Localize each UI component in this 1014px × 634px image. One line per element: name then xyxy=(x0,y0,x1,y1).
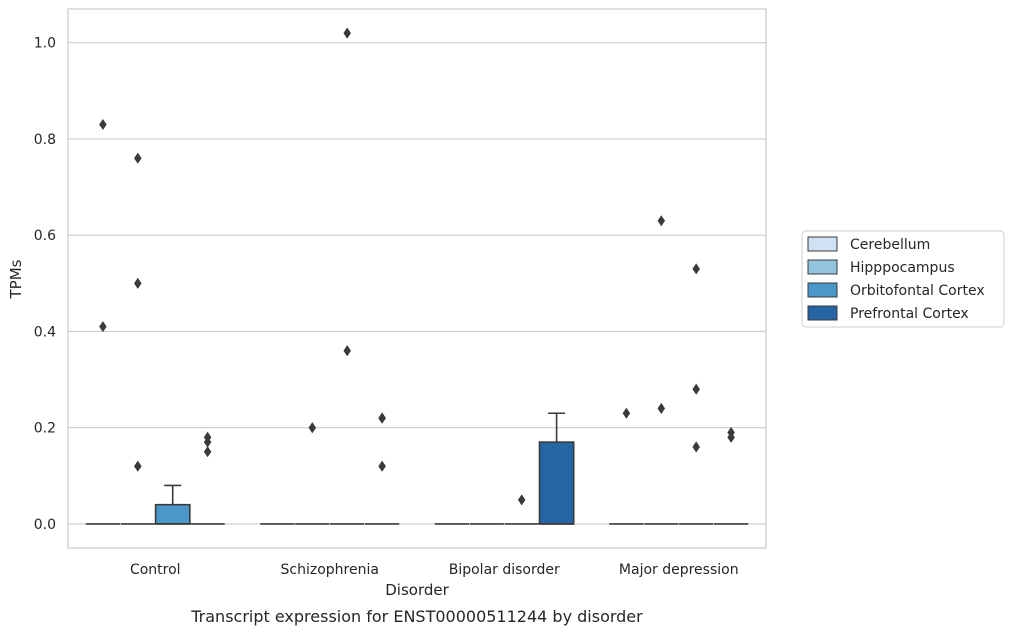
box-group xyxy=(679,263,714,525)
x-axis-title: Disorder xyxy=(385,581,449,599)
outlier-point xyxy=(692,263,700,275)
legend-items: Cerebellum Hipppocampus Orbitofontal Corte… xyxy=(807,236,985,322)
outlier-point xyxy=(134,152,142,164)
outlier-point xyxy=(378,412,386,424)
y-axis-title: TPMs xyxy=(7,259,25,299)
legend-label: Cerebellum xyxy=(850,237,930,253)
chart-caption: Transcript expression for ENST0000051124… xyxy=(190,607,643,626)
outlier-point xyxy=(308,422,317,434)
box-group xyxy=(330,27,365,525)
outlier-point xyxy=(657,402,666,414)
box-group xyxy=(609,407,644,525)
grid-lines xyxy=(68,42,766,525)
box-group xyxy=(85,118,121,525)
y-tick-label: 1.0 xyxy=(34,36,56,52)
outlier-point xyxy=(657,215,666,227)
outlier-point xyxy=(134,460,142,472)
legend-label: Prefrontal Cortex xyxy=(850,306,969,322)
box-body xyxy=(154,503,191,525)
y-tick-label: 0.0 xyxy=(34,517,56,533)
legend-swatch xyxy=(807,282,838,298)
y-tick-label: 0.6 xyxy=(34,228,56,244)
y-tick-labels: 0.0 0.2 0.4 0.6 0.8 1.0 xyxy=(34,36,56,533)
legend: Cerebellum Hipppocampus Orbitofontal Corte… xyxy=(801,230,1005,328)
x-tick-label: Bipolar disorder xyxy=(449,562,560,578)
legend-label: Orbitofontal Cortex xyxy=(850,283,985,299)
box-group xyxy=(154,484,191,525)
box-group xyxy=(644,215,679,525)
outlier-point xyxy=(343,345,351,357)
plot-frame xyxy=(67,8,767,549)
box-group xyxy=(190,431,225,525)
y-tick-label: 0.8 xyxy=(34,132,56,148)
box-series xyxy=(85,27,749,525)
box-group xyxy=(364,412,400,525)
x-tick-label: Major depression xyxy=(619,562,739,578)
outlier-point xyxy=(622,407,631,419)
outlier-point xyxy=(203,446,212,458)
outlier-point xyxy=(99,118,107,131)
legend-frame xyxy=(801,230,1005,328)
outlier-point xyxy=(99,321,107,333)
outlier-point xyxy=(378,460,386,472)
outlier-point xyxy=(517,494,526,506)
outlier-point xyxy=(727,431,735,443)
outlier-point xyxy=(692,441,700,453)
box-group xyxy=(295,422,330,525)
x-tick-label: Control xyxy=(130,562,181,578)
x-tick-labels: Control Schizophrenia Bipolar disorder Majo… xyxy=(130,562,739,578)
outlier-point xyxy=(692,383,700,395)
legend-swatch xyxy=(807,236,838,252)
y-tick-label: 0.4 xyxy=(34,324,56,340)
outlier-point xyxy=(343,27,351,39)
box-group xyxy=(504,494,539,525)
box-group xyxy=(713,426,749,525)
legend-swatch xyxy=(807,259,838,275)
legend-label: Hipppocampus xyxy=(850,260,955,276)
legend-swatch xyxy=(807,305,838,321)
x-tick-label: Schizophrenia xyxy=(281,562,379,578)
y-tick-label: 0.2 xyxy=(34,421,56,437)
outlier-point xyxy=(134,277,142,289)
box-group xyxy=(120,152,155,525)
box-body xyxy=(538,441,575,525)
box-group xyxy=(538,412,575,525)
